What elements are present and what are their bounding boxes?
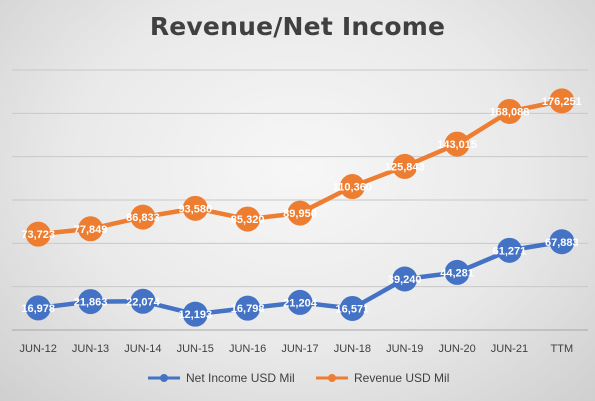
data-label: 44,281 [440,267,474,279]
data-point [287,200,313,226]
data-point [235,295,261,321]
data-label: 16,571 [336,303,370,315]
data-point [25,295,51,321]
data-label: 16,978 [21,303,55,315]
data-label: 86,833 [126,212,160,224]
legend-marker [160,374,168,382]
data-point [496,98,522,124]
x-tick-label: JUN-12 [20,343,57,355]
data-label: 21,204 [283,297,318,309]
data-label: 89,950 [283,208,317,220]
data-point [549,88,575,114]
data-label: 168,088 [490,106,530,118]
x-tick-label: JUN-15 [177,343,214,355]
data-label: 125,843 [385,161,425,173]
data-point [444,259,470,285]
data-point [392,266,418,292]
x-tick-label: JUN-14 [124,343,161,355]
data-label: 22,074 [126,296,161,308]
data-point [287,289,313,315]
data-point [130,288,156,314]
x-tick-label: JUN-19 [386,343,423,355]
data-point [339,174,365,200]
data-point [235,206,261,232]
data-label: 21,863 [74,297,108,309]
data-point [78,216,104,242]
data-label: 176,251 [542,96,582,108]
x-tick-label: JUN-17 [281,343,318,355]
data-point [182,195,208,221]
legend-marker [328,374,336,382]
data-label: 39,240 [388,274,422,286]
x-tick-label: JUN-21 [491,343,528,355]
x-tick-label: JUN-20 [438,343,475,355]
data-point [130,204,156,230]
data-label: 110,360 [333,182,372,194]
legend-label: Net Income USD Mil [186,371,295,385]
data-label: 93,580 [178,203,212,215]
data-point [25,221,51,247]
data-label: 77,849 [74,224,108,236]
data-point [182,301,208,327]
x-tick-label: JUN-16 [229,343,266,355]
data-point [496,237,522,263]
x-tick-label: TTM [551,343,574,355]
data-label: 73,723 [21,229,55,241]
data-label: 16,798 [231,303,265,315]
data-point [78,289,104,315]
data-label: 12,193 [178,309,212,321]
data-label: 61,271 [493,245,527,257]
data-label: 143,015 [437,139,477,151]
data-label: 67,883 [545,237,579,249]
data-point [392,153,418,179]
data-label: 85,320 [231,214,265,226]
legend-label: Revenue USD Mil [354,371,449,385]
data-point [444,131,470,157]
x-tick-label: JUN-13 [72,343,109,355]
data-point [339,295,365,321]
chart-title: Revenue/Net Income [149,12,446,41]
x-tick-label: JUN-18 [334,343,371,355]
data-point [549,229,575,255]
